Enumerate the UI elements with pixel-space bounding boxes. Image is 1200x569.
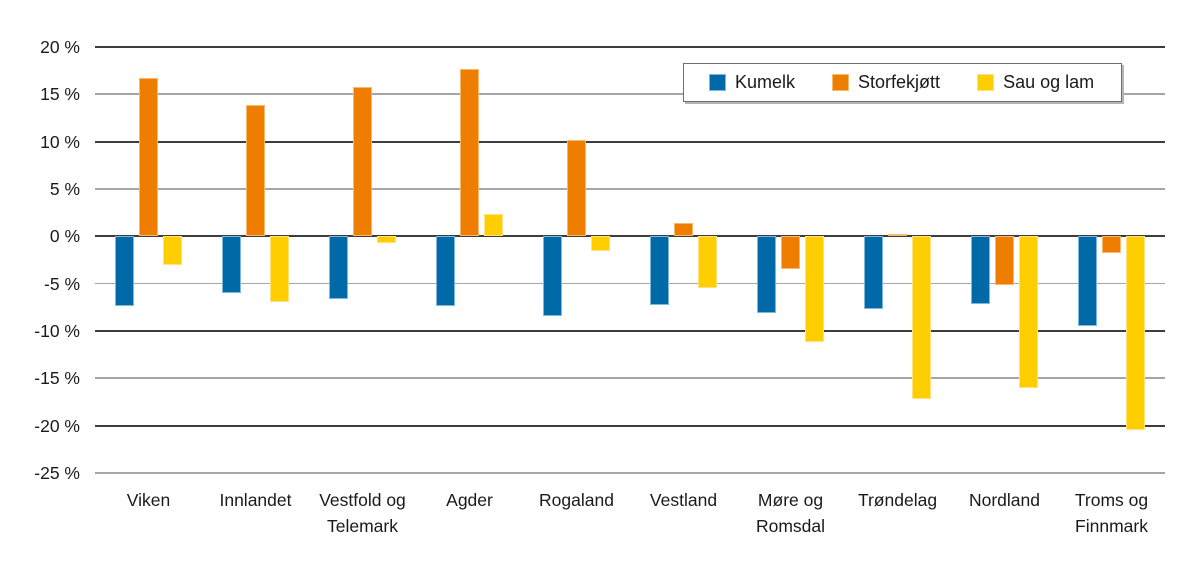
bar-sau-og-lam-innlandet [270,236,289,302]
gridline-15 [95,93,1165,95]
bar-sau-og-lam-troms-og-finnmark [1126,236,1145,431]
bar-kumelk-innlandet [222,236,241,294]
bar-kumelk-rogaland [543,236,562,316]
legend-swatch-icon [832,74,850,91]
legend: Kumelk Storfekjøtt Sau og lam [683,63,1122,102]
bar-sau-og-lam-nordland [1019,236,1038,388]
x-axis-label-vestland: Vestland [649,490,718,510]
gridline--10 [95,330,1165,332]
bar-sau-og-lam-viken [163,236,182,265]
x-axis-label-innlandet: Innlandet [219,490,292,510]
y-axis-tick--15: -15 % [34,368,80,389]
legend-item-sau-og-lam: Sau og lam [977,72,1094,93]
x-axis-label-vestfold-og-telemark: Vestfold og Telemark [319,490,406,536]
bar-kumelk-vestland [650,236,669,306]
bar-sau-og-lam-vestfold-og-telemark [377,236,396,243]
legend-swatch-icon [977,74,995,91]
legend-label: Storfekjøtt [858,72,941,92]
bar-kumelk-m-re-og-romsdal [757,236,776,313]
bar-sau-og-lam-agder [484,213,503,237]
bar-storfekj-tt-innlandet [246,104,265,237]
y-axis-tick--25: -25 % [34,463,80,483]
y-axis-tick-15: 15 % [40,84,80,105]
bar-storfekj-tt-rogaland [567,139,586,237]
bar-kumelk-troms-og-finnmark [1078,236,1097,327]
legend-swatch-icon [709,74,726,91]
bar-storfekj-tt-vestland [674,223,693,237]
bar-kumelk-vestfold-og-telemark [329,236,348,299]
y-axis-tick-0: 0 % [49,226,80,247]
bar-kumelk-nordland [971,236,990,304]
y-axis-tick--10: -10 % [34,321,80,341]
x-axis-label-troms-og-finnmark: Troms og Finnmark [1074,490,1149,536]
x-axis-label-nordland: Nordland [968,490,1041,510]
gridline-10 [95,140,1165,143]
x-axis-label-agder: Agder [446,490,493,510]
y-axis-tick-20: 20 % [40,37,80,57]
legend-item-storfekj-tt: Storfekjøtt [832,72,940,93]
x-axis-label-viken: Viken [126,490,171,510]
y-axis-tick-10: 10 % [40,131,80,152]
x-axis-label-tr-ndelag: Trøndelag [857,490,938,510]
y-axis-tick-5: 5 % [49,179,80,199]
x-axis-label-m-re-og-romsdal: Møre og Romsdal [755,490,826,536]
gridline--20 [95,424,1165,427]
bar-storfekj-tt-vestfold-og-telemark [353,86,372,237]
bar-kumelk-tr-ndelag [864,236,883,310]
bar-kumelk-agder [436,236,455,307]
gridline-20 [95,46,1165,48]
bar-sau-og-lam-tr-ndelag [912,236,931,400]
y-axis-tick--20: -20 % [34,415,80,436]
legend-label: Sau og lam [1003,72,1095,92]
gridline-5 [95,188,1165,190]
x-axis-label-rogaland: Rogaland [539,490,614,510]
y-axis-tick--5: -5 % [44,273,80,294]
gridline--15 [95,377,1165,379]
bar-storfekj-tt-tr-ndelag [888,234,907,237]
bar-storfekj-tt-troms-og-finnmark [1102,236,1121,254]
bar-kumelk-viken [115,236,134,307]
legend-item-kumelk: Kumelk [709,72,795,93]
bar-storfekj-tt-viken [139,78,158,237]
gridline--5 [95,282,1165,285]
bar-sau-og-lam-m-re-og-romsdal [805,236,824,343]
bar-storfekj-tt-nordland [995,236,1014,285]
legend-label: Kumelk [735,72,796,92]
bar-storfekj-tt-m-re-og-romsdal [781,236,800,270]
bar-storfekj-tt-agder [460,68,479,237]
gridline-0 [95,235,1165,238]
bar-sau-og-lam-vestland [698,236,717,289]
bar-sau-og-lam-rogaland [591,236,610,251]
gridline--25 [95,472,1165,474]
